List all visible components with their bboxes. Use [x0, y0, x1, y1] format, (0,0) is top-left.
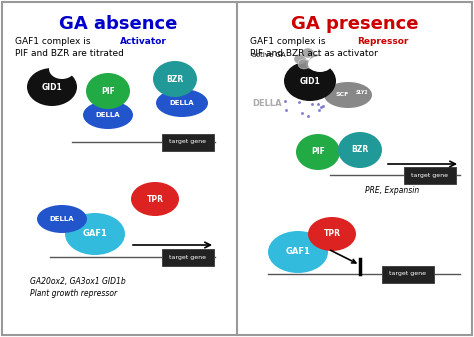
- Ellipse shape: [294, 54, 306, 64]
- Ellipse shape: [65, 213, 125, 255]
- Ellipse shape: [268, 231, 328, 273]
- Ellipse shape: [83, 101, 133, 129]
- Ellipse shape: [131, 182, 179, 216]
- Text: GAF1: GAF1: [82, 229, 108, 239]
- Ellipse shape: [27, 68, 77, 106]
- Text: SLY1: SLY1: [356, 90, 369, 94]
- Ellipse shape: [37, 205, 87, 233]
- Text: GID1: GID1: [42, 83, 63, 92]
- Bar: [162, 248, 214, 266]
- Text: PRE, Expansin: PRE, Expansin: [365, 186, 419, 195]
- Text: GAF1: GAF1: [285, 247, 310, 256]
- Text: DELLA: DELLA: [170, 100, 194, 106]
- Text: DELLA: DELLA: [50, 216, 74, 222]
- Ellipse shape: [310, 54, 322, 64]
- Ellipse shape: [306, 59, 318, 69]
- Text: TPR: TPR: [323, 229, 340, 239]
- Ellipse shape: [308, 56, 332, 72]
- Text: GA presence: GA presence: [291, 15, 419, 33]
- Ellipse shape: [324, 82, 372, 108]
- Text: DELLA: DELLA: [252, 99, 282, 108]
- Ellipse shape: [284, 61, 336, 101]
- Ellipse shape: [156, 89, 208, 117]
- Text: BZR: BZR: [351, 146, 369, 154]
- Text: Plant growth repressor: Plant growth repressor: [30, 289, 117, 298]
- Text: SCF: SCF: [336, 92, 349, 97]
- Text: target gene: target gene: [170, 140, 207, 145]
- Text: GA absence: GA absence: [59, 15, 177, 33]
- Text: GAF1 complex is: GAF1 complex is: [250, 37, 328, 46]
- Text: target gene: target gene: [411, 173, 448, 178]
- Text: TPR: TPR: [146, 194, 164, 204]
- Ellipse shape: [86, 73, 130, 109]
- Ellipse shape: [338, 132, 382, 168]
- Text: target gene: target gene: [170, 254, 207, 259]
- Ellipse shape: [302, 48, 314, 58]
- Text: target gene: target gene: [390, 272, 427, 276]
- Ellipse shape: [153, 61, 197, 97]
- Text: GAF1 complex is: GAF1 complex is: [15, 37, 93, 46]
- Text: PIF: PIF: [311, 148, 325, 156]
- Bar: [382, 266, 434, 282]
- Text: Repressor: Repressor: [357, 37, 409, 46]
- Text: GA20ox2, GA3ox1 GID1b: GA20ox2, GA3ox1 GID1b: [30, 277, 126, 286]
- Text: BZR: BZR: [166, 74, 183, 84]
- Ellipse shape: [298, 59, 310, 69]
- Ellipse shape: [308, 217, 356, 251]
- Text: DELLA: DELLA: [96, 112, 120, 118]
- Text: PIF and BZR are titrated: PIF and BZR are titrated: [15, 49, 124, 58]
- Text: active GA: active GA: [252, 52, 286, 58]
- Ellipse shape: [296, 134, 340, 170]
- Ellipse shape: [49, 59, 75, 79]
- Text: GID1: GID1: [300, 76, 320, 86]
- Text: Activator: Activator: [120, 37, 167, 46]
- Text: PIF and BZR act as activator: PIF and BZR act as activator: [250, 49, 378, 58]
- Text: PIF: PIF: [101, 87, 115, 95]
- Bar: [404, 166, 456, 184]
- Bar: [162, 133, 214, 151]
